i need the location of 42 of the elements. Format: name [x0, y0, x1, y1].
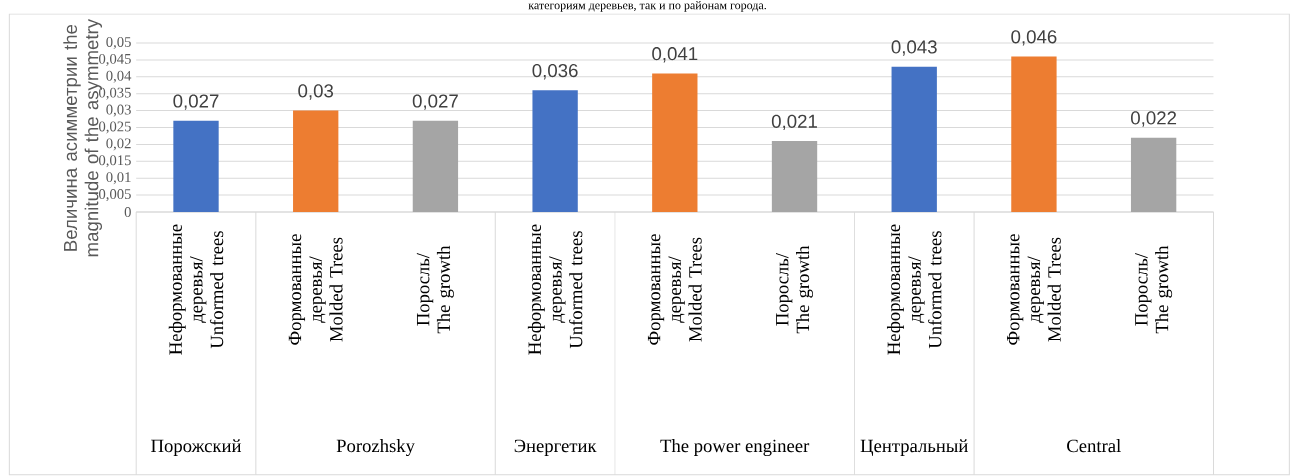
bar [652, 73, 698, 212]
text: Central [1067, 439, 1121, 453]
data-label: 0,021 [771, 114, 817, 131]
data-label: 0,027 [173, 94, 219, 110]
y-tick-label: 0,05 [106, 37, 131, 50]
data-label: 0,027 [412, 94, 458, 110]
data-label: 0,046 [1011, 30, 1057, 46]
text: Porozhsky [336, 439, 415, 457]
data-label: 0,043 [891, 40, 937, 56]
x-tick-label: Неформованные деревья/ Unformed trees [886, 224, 942, 355]
x-tick-label: Поросль/ The growth [1135, 245, 1173, 334]
bar [412, 120, 459, 212]
x-tick-label: Формованные деревья/ Molded Trees [647, 234, 702, 345]
bar [891, 66, 937, 212]
y-tick-label: 0,025 [99, 121, 131, 134]
y-tick-label: 0,015 [99, 155, 131, 168]
text: категориям деревьев, так и по районам города. [528, 0, 766, 12]
data-label: 0,03 [298, 84, 334, 100]
data-label: 0,022 [1131, 111, 1177, 127]
data-label: 0,041 [652, 47, 698, 63]
bar [173, 120, 219, 212]
text: The power engineer [660, 439, 810, 457]
y-tick-label: 0,03 [106, 104, 131, 117]
text: Энергетик [514, 439, 597, 456]
x-tick-label: Формованные деревья/ Molded Trees [288, 234, 343, 345]
y-tick-label: 0,02 [106, 138, 131, 151]
text: Порожский [151, 439, 242, 456]
y-tick-label: 0 [124, 207, 131, 217]
bar [293, 110, 339, 212]
x-tick-label: Поросль/ The growth [776, 245, 814, 334]
bar [771, 141, 818, 212]
x-tick-label: Формованные деревья/ Molded Trees [1007, 234, 1061, 345]
x-tick-label: Поросль/ The growth [416, 245, 454, 334]
data-label: 0,036 [532, 63, 578, 80]
y-tick-label: 0,04 [106, 70, 132, 83]
x-tick-label: Неформованные деревья/ Unformed trees [168, 224, 224, 355]
y-tick-label: 0,01 [106, 172, 131, 185]
bar [532, 90, 578, 212]
bar [1130, 137, 1177, 212]
text: Центральный [860, 439, 968, 456]
x-tick-label: Неформованные деревья/ Unformed trees [527, 224, 583, 355]
bar [1011, 56, 1057, 212]
